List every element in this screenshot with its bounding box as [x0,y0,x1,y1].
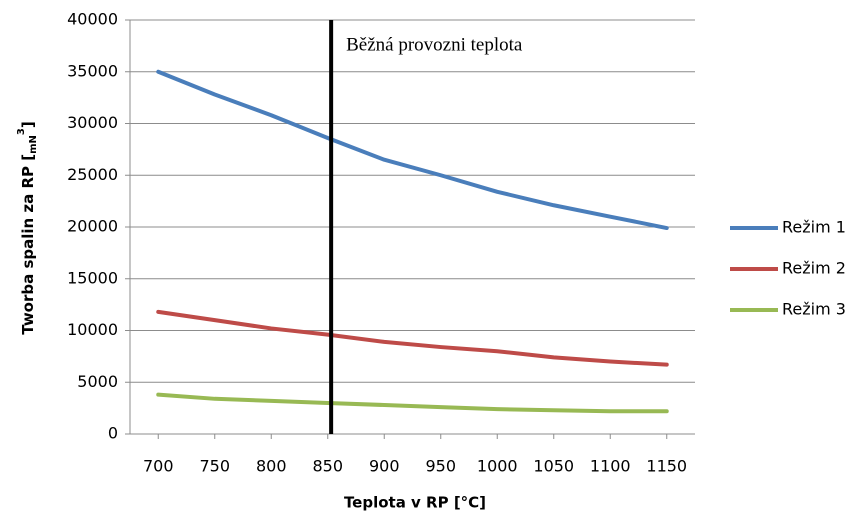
y-tick-label: 10000 [67,320,118,339]
series-line [156,69,669,231]
x-tick-label: 950 [425,457,456,476]
annotation-text: Běžná provozni teplota [346,34,523,55]
y-tick-label: 40000 [67,10,118,29]
x-tick-label: 700 [143,457,174,476]
x-tick-label: 1150 [646,457,687,476]
y-tick-label: 35000 [67,61,118,80]
y-tick-label: 15000 [67,268,118,287]
x-tick-label: 800 [256,457,287,476]
x-tick-label: 1000 [477,457,518,476]
y-tick-label: 0 [108,424,118,443]
series-line [156,392,669,414]
x-tick-label: 1050 [533,457,574,476]
legend-label: Režim 2 [782,259,846,278]
y-tick-label: 30000 [67,113,118,132]
y-axis-label: Tworba spalin za RP [mN3] [16,121,39,335]
x-tick-label: 900 [369,457,400,476]
legend-label: Režim 1 [782,218,846,237]
x-tick-label: 750 [199,457,230,476]
y-tick-label: 5000 [77,372,118,391]
y-tick-label: 20000 [67,217,118,236]
x-tick-label: 850 [312,457,343,476]
y-tick-label: 25000 [67,165,118,184]
series-line [156,309,669,367]
x-tick-label: 1100 [590,457,631,476]
legend-label: Režim 3 [782,300,846,319]
x-axis-label: Teplota v RP [°C] [344,494,486,512]
